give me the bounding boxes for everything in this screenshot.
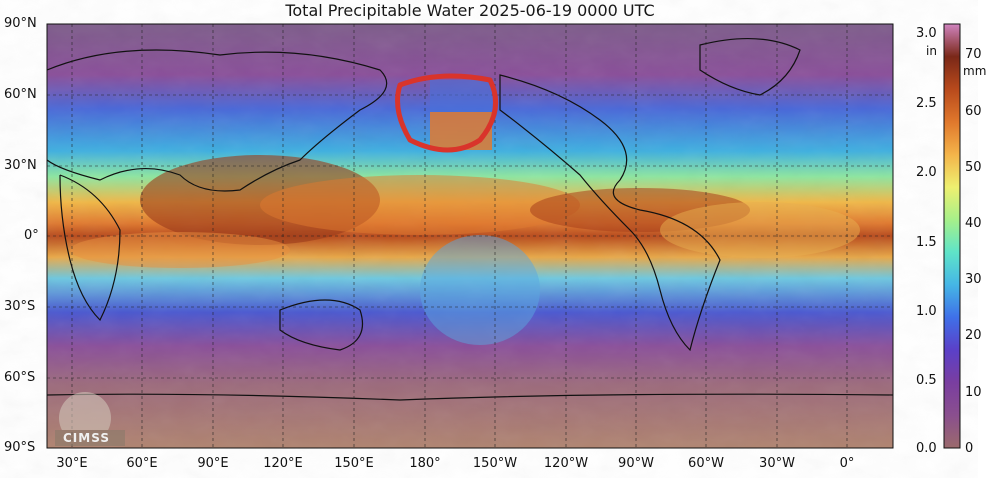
- colorbar-in-tick: 1.0: [916, 304, 937, 319]
- lon-label: 30°E: [56, 456, 88, 471]
- lon-label: 120°W: [543, 456, 589, 471]
- lon-label: 120°E: [263, 456, 303, 471]
- map-frame: [46, 23, 894, 449]
- cimss-logo: [55, 392, 125, 446]
- lon-label: 0°: [839, 456, 855, 471]
- colorbar-mm-tick: 50: [965, 160, 982, 175]
- colorbar-mm-tick: 10: [965, 385, 982, 400]
- colorbar-in-tick: 1.5: [916, 235, 937, 250]
- colorbar-mm-tick: 0: [965, 441, 974, 456]
- colorbar-unit-in: in: [926, 44, 937, 58]
- colorbar-in-tick: 2.0: [916, 165, 937, 180]
- colorbar-mm-tick: 60: [965, 104, 982, 119]
- lon-label: 90°W: [618, 456, 654, 471]
- map-title: Total Precipitable Water 2025-06-19 0000…: [285, 1, 655, 20]
- lon-label: 150°E: [334, 456, 374, 471]
- colorbar-mm-tick: 30: [965, 272, 982, 287]
- lat-label: 60°N: [4, 87, 37, 102]
- lat-label: 60°S: [4, 370, 36, 385]
- lon-label: 60°E: [126, 456, 158, 471]
- lon-label: 60°W: [688, 456, 724, 471]
- lat-label: 0°: [24, 228, 39, 243]
- lon-label: 180°: [409, 456, 441, 471]
- logo-text: CIMSS: [63, 431, 110, 445]
- colorbar-mm-tick: 20: [965, 328, 982, 343]
- lon-label: 30°W: [759, 456, 795, 471]
- lon-label: 90°E: [197, 456, 229, 471]
- lat-label: 30°N: [4, 158, 37, 173]
- colorbar-in-tick: 0.0: [916, 441, 937, 456]
- coastlines: [46, 37, 894, 401]
- lon-label: 150°W: [472, 456, 518, 471]
- lat-label: 30°S: [4, 299, 36, 314]
- colorbar-mm-tick: 70: [965, 47, 982, 62]
- colorbar-mm-tick: 40: [965, 216, 982, 231]
- red-circle-annotation: [395, 73, 499, 153]
- colorbar-in-tick: 3.0: [916, 26, 937, 41]
- colorbar-in-tick: 2.5: [916, 96, 937, 111]
- colorbar-unit-mm: mm: [963, 64, 987, 78]
- lat-label: 90°N: [4, 16, 37, 31]
- lat-label: 90°S: [4, 440, 36, 455]
- colorbar-in-tick: 0.5: [916, 373, 937, 388]
